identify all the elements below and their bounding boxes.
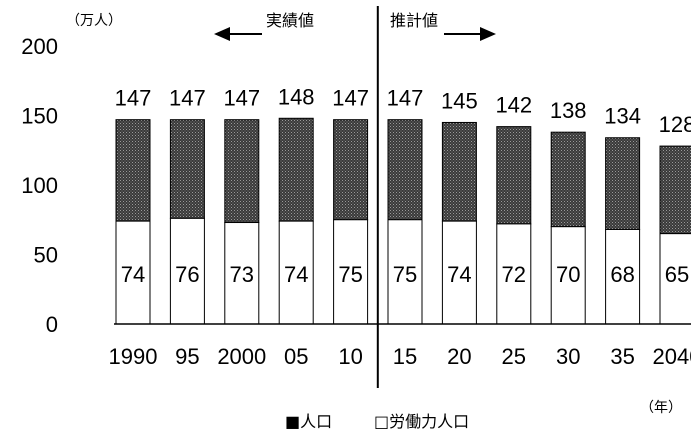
bar-population — [387, 119, 423, 221]
actual-label: 実績値 — [266, 11, 314, 30]
actual-arrow-head — [214, 27, 230, 41]
data-label-population: 128 — [659, 112, 691, 137]
x-tick-label: 10 — [338, 344, 362, 369]
bar-population — [115, 119, 151, 222]
x-axis: 1990 95 2000 05 10 15 20 25 30 35 2040 — [109, 344, 691, 369]
data-label-population: 147 — [169, 86, 206, 111]
x-tick-label: 30 — [556, 344, 580, 369]
y-tick-label: 100 — [21, 173, 58, 198]
data-label-population: 142 — [495, 93, 532, 118]
bar-population — [224, 119, 260, 224]
data-label-labor-force: 74 — [121, 262, 145, 287]
data-label-population: 138 — [550, 98, 587, 123]
data-label-labor-force: 73 — [230, 262, 254, 287]
x-tick-label: 2000 — [217, 344, 266, 369]
bars: 74 147 76 147 73 147 74 148 75 147 75 147 74 145 72 142… — [115, 84, 691, 325]
bar-population — [550, 131, 586, 228]
x-tick-label: 1990 — [109, 344, 158, 369]
x-tick-label: 35 — [610, 344, 634, 369]
data-label-labor-force: 75 — [393, 262, 417, 287]
data-label-population: 147 — [332, 86, 369, 111]
y-unit-label: （万人） — [66, 13, 122, 29]
bar-labor-force — [496, 223, 532, 325]
bar-labor-force — [115, 220, 151, 325]
data-label-population: 147 — [223, 86, 260, 111]
x-tick-label: 05 — [284, 344, 308, 369]
bar-population — [278, 117, 314, 222]
bar-population — [605, 137, 641, 230]
y-axis: 0 50 100 150 200 — [21, 34, 58, 337]
data-label-labor-force: 76 — [175, 262, 199, 287]
data-label-population: 134 — [604, 104, 641, 129]
data-label-labor-force: 65 — [665, 262, 689, 287]
bar-labor-force — [387, 219, 423, 325]
legend-item-population: ■人口 — [285, 412, 332, 431]
projected-annotation: 推計値 — [390, 11, 496, 41]
data-label-labor-force: 72 — [502, 262, 526, 287]
actual-annotation: 実績値 — [214, 11, 314, 41]
y-tick-label: 200 — [21, 34, 58, 59]
x-tick-label: 15 — [393, 344, 417, 369]
x-tick-label: 25 — [502, 344, 526, 369]
data-label-labor-force: 75 — [338, 262, 362, 287]
data-label-population: 147 — [387, 86, 424, 111]
projected-label: 推計値 — [390, 11, 438, 30]
x-tick-label: 2040 — [653, 344, 691, 369]
data-label-labor-force: 74 — [284, 262, 308, 287]
projected-arrow-head — [480, 27, 496, 41]
x-tick-label: 95 — [175, 344, 199, 369]
x-tick-label: 20 — [447, 344, 471, 369]
y-tick-label: 50 — [34, 243, 58, 268]
bar-population — [333, 119, 369, 221]
bar-labor-force — [224, 222, 260, 325]
data-label-population: 147 — [115, 86, 152, 111]
bar-population — [496, 126, 532, 225]
bar-labor-force — [169, 217, 205, 325]
data-label-labor-force: 68 — [610, 262, 634, 287]
legend: ■人口 □労働力人口 — [285, 412, 469, 431]
data-label-population: 145 — [441, 88, 478, 113]
y-tick-label: 150 — [21, 104, 58, 129]
bar-labor-force — [278, 220, 314, 325]
x-unit-label: （年） — [640, 400, 682, 416]
data-label-labor-force: 74 — [447, 262, 471, 287]
data-label-labor-force: 70 — [556, 262, 580, 287]
legend-item-labor-force: □労働力人口 — [374, 412, 469, 431]
data-label-population: 148 — [278, 84, 315, 109]
bar-population — [169, 119, 205, 219]
bar-labor-force — [659, 233, 691, 325]
bar-population — [659, 145, 691, 235]
bar-labor-force — [605, 228, 641, 325]
bar-population — [441, 121, 477, 222]
y-tick-label: 0 — [46, 312, 58, 337]
